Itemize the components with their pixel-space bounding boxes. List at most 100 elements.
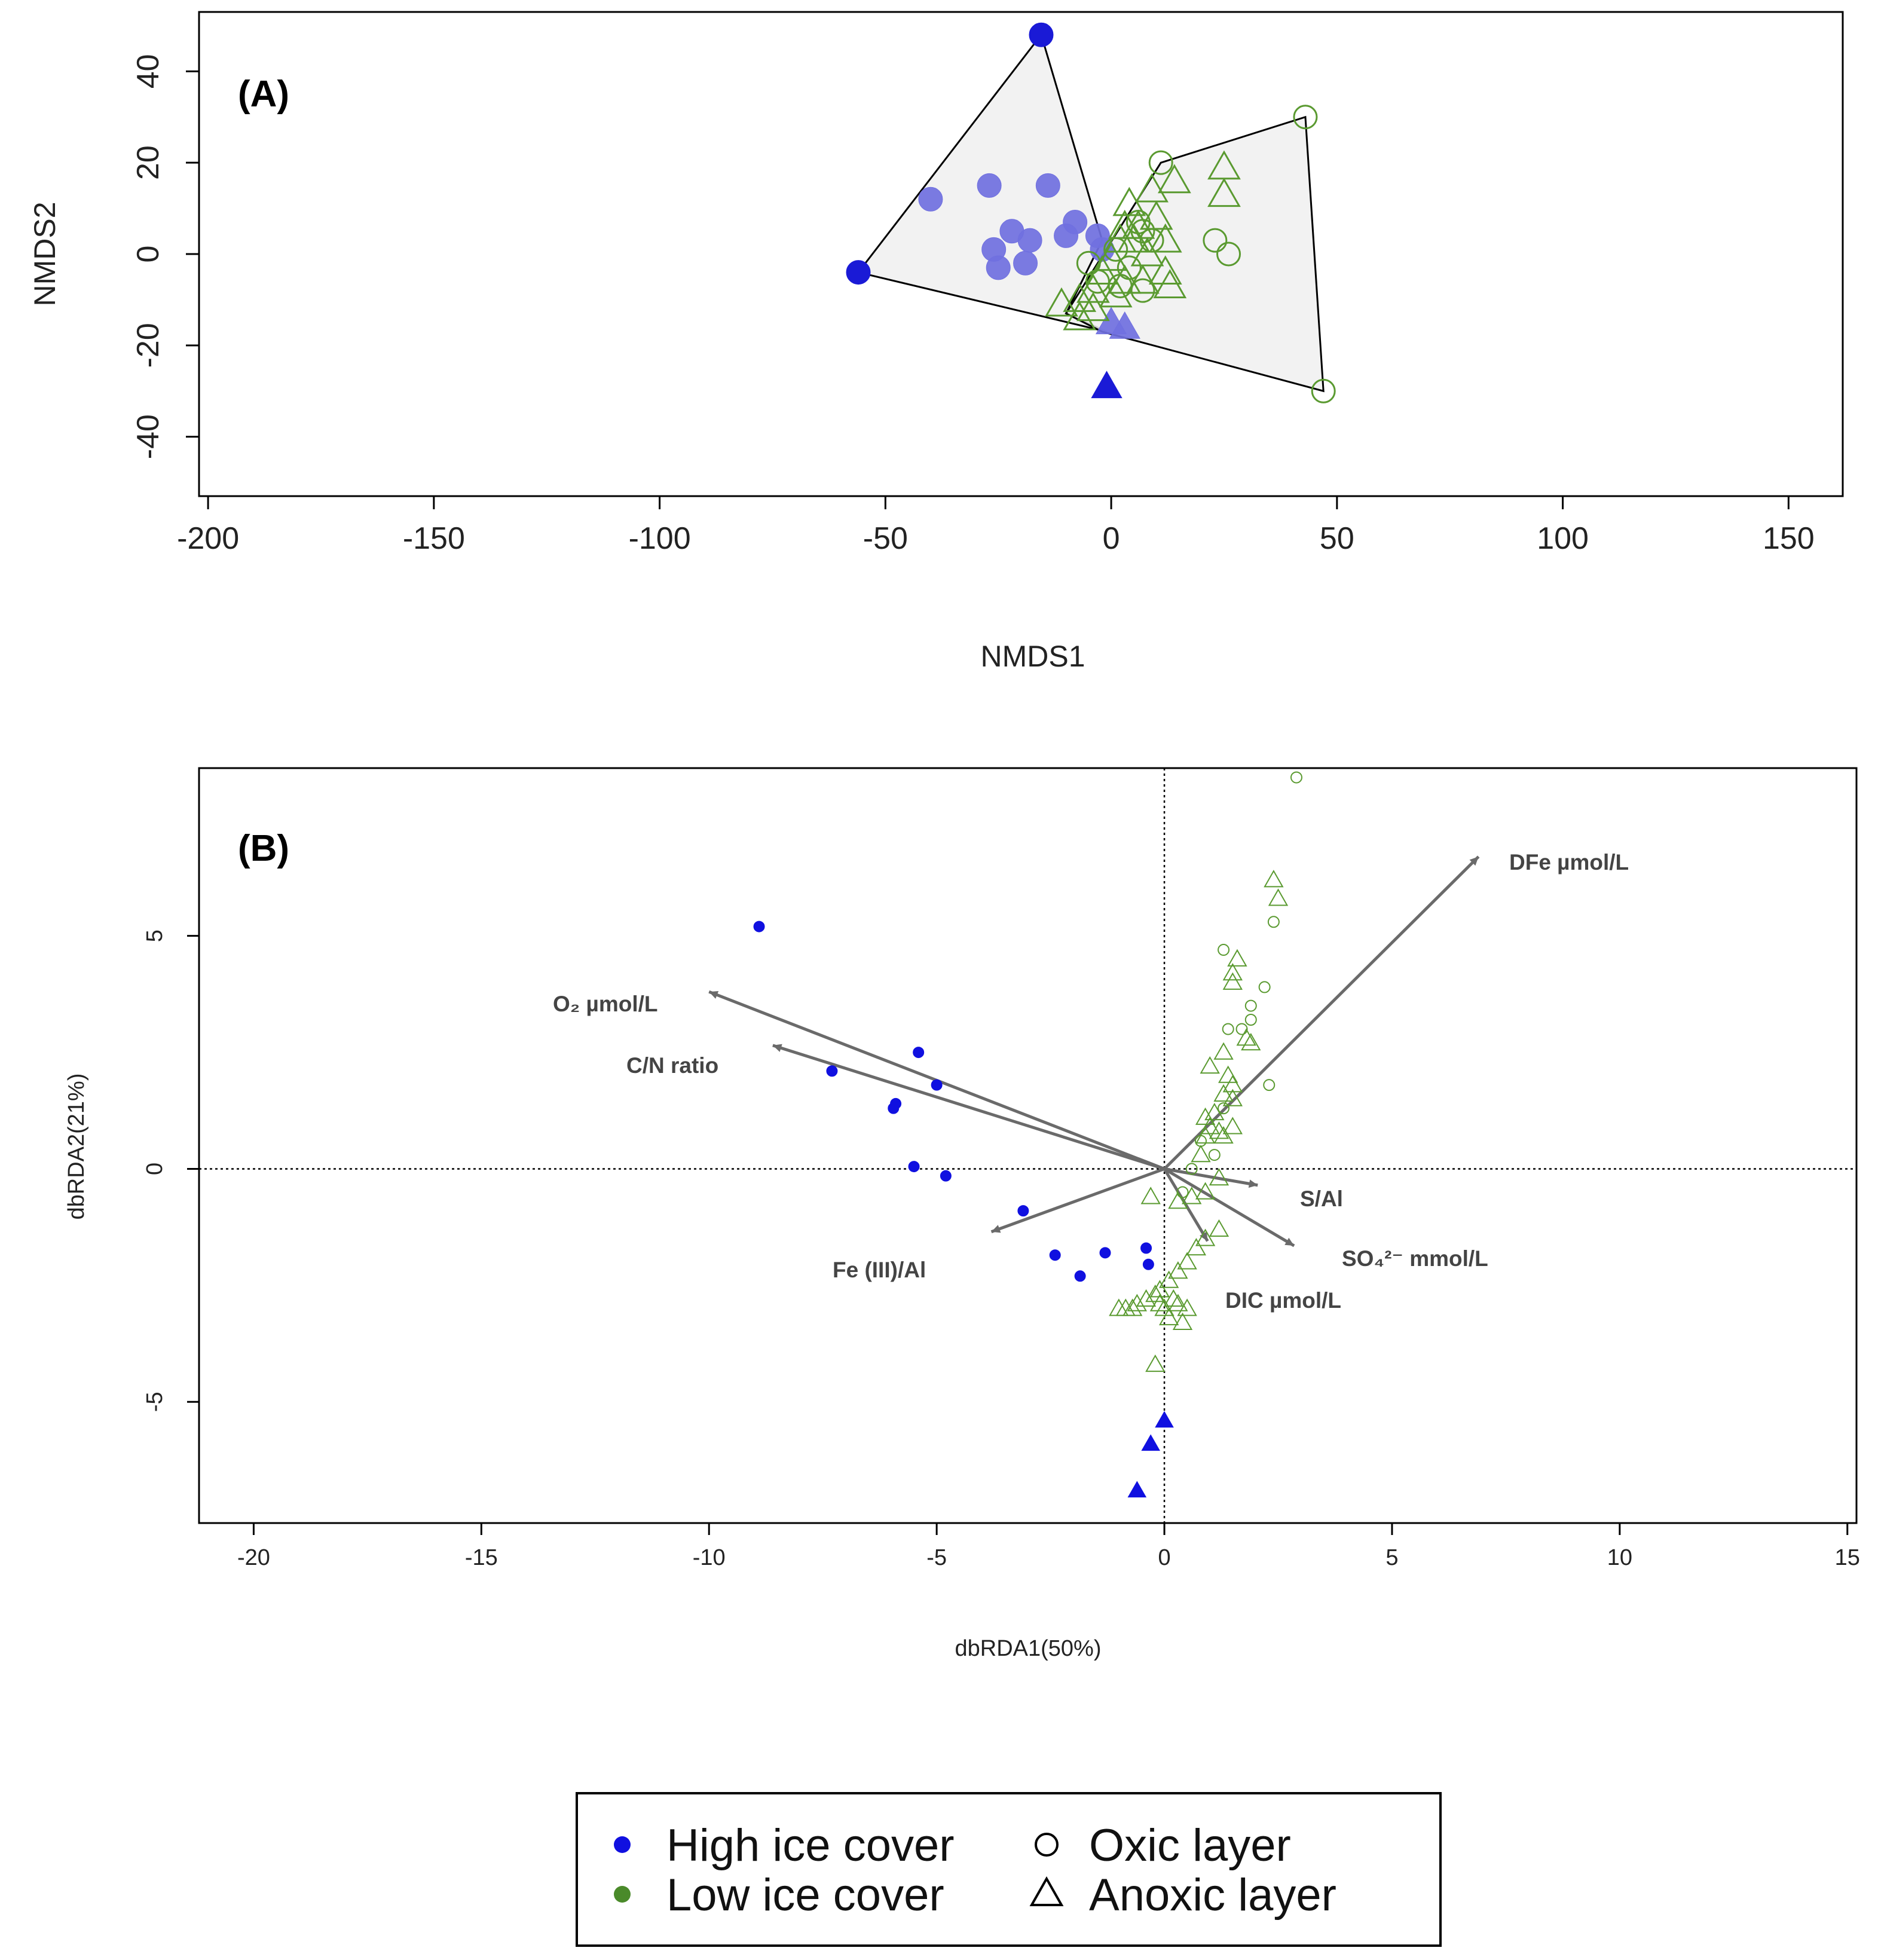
x-tick-label: 0 [1103,521,1120,556]
vector-arrowhead [992,1225,1001,1233]
y-tick-label: 5 [142,929,167,942]
data-point-high-ice-cover-oxic-layer [888,1103,899,1114]
data-point-high-ice-cover-oxic-layer [1141,1243,1152,1253]
y-axis-title: NMDS2 [28,201,62,306]
data-point-low-ice-cover-anoxic-layer [1215,1086,1232,1101]
data-point-low-ice-cover-oxic-layer [1218,944,1229,955]
data-point-high-ice-cover-oxic-layer [1075,1271,1085,1282]
data-point-low-ice-cover-anoxic-layer [1270,889,1287,905]
y-tick-label: -5 [142,1392,167,1412]
y-tick-label: 20 [131,145,166,180]
data-point-high-ice-cover-oxic-layer [1036,173,1060,197]
x-tick-label: -50 [863,521,908,556]
data-point-high-ice-cover-oxic-layer [913,1047,924,1058]
x-axis: -200 -150 -100 -50 0 50 100 150 [177,496,1815,556]
nmds-panel: -200 -150 -100 -50 0 50 100 150 -40-2002040 (A)… [28,12,1843,673]
vector-label-o2: O₂ µmol/L [553,992,657,1016]
vector-label-s-al: S/Al [1300,1187,1343,1211]
data-point-low-ice-cover-anoxic-layer [1117,1299,1134,1315]
data-point-high-ice-cover-anoxic-layer [1142,1435,1160,1451]
data-point-high-ice-cover-oxic-layer [1100,1247,1111,1258]
data-point-high-ice-cover-oxic-layer [977,173,1001,197]
y-axis-title: dbRDA2(21%) [64,1074,89,1220]
data-point-low-ice-cover-oxic-layer [1246,1014,1256,1025]
data-point-low-ice-cover-anoxic-layer [1137,1291,1155,1306]
x-axis: -20 -15 -10 -5 0 5 10 15 [237,1523,1860,1570]
data-point-low-ice-cover-anoxic-layer [1160,1309,1178,1325]
y-tick-label: -40 [131,414,166,459]
vector-label-cn-ratio: C/N ratio [626,1053,718,1078]
data-point-high-ice-cover-oxic-layer [1018,1206,1029,1216]
figure: -200 -150 -100 -50 0 50 100 150 -40-2002040 (A)… [0,0,1878,1960]
data-point-high-ice-cover-oxic-layer [1018,228,1042,252]
y-axis: -40-2002040 [131,54,199,459]
legend-label-oxic: Oxic layer [1089,1820,1291,1871]
data-point-low-ice-cover-anoxic-layer [1192,1146,1210,1161]
legend-label-low-ice: Low ice cover [666,1870,944,1921]
y-axis: -5 0 5 [142,929,199,1412]
data-point-low-ice-cover-oxic-layer [1268,916,1279,927]
x-tick-label: 10 [1607,1545,1632,1570]
data-point-low-ice-cover-anoxic-layer [1224,964,1241,980]
data-point-low-ice-cover-oxic-layer [1259,981,1270,992]
vector-label-so4: SO₄²⁻ mmol/L [1342,1246,1488,1271]
x-tick-label: -150 [403,521,465,556]
data-point-low-ice-cover-anoxic-layer [1228,950,1246,966]
vector-layer [709,857,1478,1246]
x-tick-label: -100 [629,521,691,556]
vector-arrow-dfe-mol-l [1164,857,1479,1169]
data-point-high-ice-cover-oxic-layer [754,921,764,932]
data-point-low-ice-cover-oxic-layer [1223,1024,1234,1035]
data-point-high-ice-cover-oxic-layer [909,1161,919,1172]
x-tick-label: -10 [693,1545,726,1570]
data-point-high-ice-cover-oxic-layer [919,187,943,211]
panel-label: (A) [238,74,289,115]
data-point-low-ice-cover-anoxic-layer [1210,1221,1228,1236]
panel-label: (B) [238,828,289,869]
x-axis-title: dbRDA1(50%) [955,1636,1102,1661]
vector-labels: O₂ µmol/L C/N ratio Fe (III)/Al DFe µmol… [553,850,1629,1313]
legend-marker-high-ice [614,1836,631,1853]
data-point-high-ice-cover-oxic-layer [827,1066,837,1077]
data-point-high-ice-cover-anoxic-layer [1128,1481,1146,1497]
vector-label-dic: DIC µmol/L [1225,1288,1341,1313]
vector-label-dfe: DFe µmol/L [1509,850,1629,874]
legend-marker-low-ice [614,1886,631,1903]
vector-label-fe-iii-al: Fe (III)/Al [833,1258,926,1282]
data-point-low-ice-cover-anoxic-layer [1142,1188,1160,1203]
data-point-high-ice-cover-oxic-layer [940,1170,951,1181]
x-tick-label: -200 [177,521,239,556]
dbrda-panel: -20 -15 -10 -5 0 5 10 15 -5 0 5 O₂ µmol/L C/N rat… [64,768,1860,1661]
y-tick-label: -20 [131,323,166,368]
data-point-high-ice-cover-oxic-layer [1143,1259,1154,1270]
legend-label-high-ice: High ice cover [666,1820,955,1871]
data-point-low-ice-cover-anoxic-layer [1215,1044,1232,1059]
hull-layer [858,35,1323,391]
y-tick-label: 0 [131,246,166,263]
data-point-low-ice-cover-oxic-layer [1291,772,1302,783]
x-axis-title: NMDS1 [980,640,1085,673]
x-tick-label: 150 [1763,521,1815,556]
data-point-low-ice-cover-anoxic-layer [1187,1239,1205,1255]
y-tick-label: 0 [142,1163,167,1175]
reference-lines [199,768,1856,1523]
x-tick-label: -20 [237,1545,270,1570]
data-point-high-ice-cover-anoxic-layer-extreme [1091,371,1122,397]
data-point-high-ice-cover-oxic-layer [1050,1250,1060,1261]
data-point-high-ice-cover-anoxic-layer [1155,1412,1173,1427]
x-tick-label: 15 [1835,1545,1860,1570]
plot-frame [199,768,1856,1523]
data-point-high-ice-cover-oxic-layer-extreme [846,261,870,285]
legend-label-anoxic: Anoxic layer [1089,1870,1336,1921]
data-point-high-ice-cover-oxic-layer [931,1080,942,1090]
point-layer [754,772,1302,1497]
data-point-high-ice-cover-oxic-layer [1014,251,1038,275]
data-point-low-ice-cover-oxic-layer [1209,1149,1220,1160]
x-tick-label: 50 [1320,521,1354,556]
data-point-high-ice-cover-oxic-layer-extreme [1029,23,1053,47]
data-point-low-ice-cover-anoxic-layer [1201,1057,1219,1073]
data-point-low-ice-cover-anoxic-layer [1146,1356,1164,1371]
x-tick-label: 100 [1537,521,1589,556]
data-point-low-ice-cover-oxic-layer [1264,1080,1274,1090]
vector-arrowhead [773,1044,782,1052]
